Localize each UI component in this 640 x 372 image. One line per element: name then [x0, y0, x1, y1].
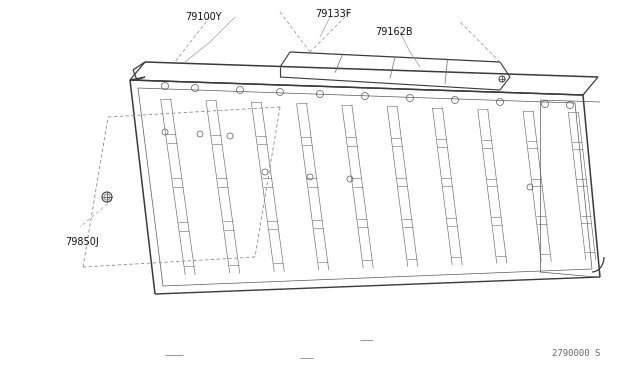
Text: 79133F: 79133F	[315, 9, 351, 19]
Text: 79162B: 79162B	[375, 27, 413, 37]
Text: 79850J: 79850J	[65, 237, 99, 247]
Text: 79100Y: 79100Y	[185, 12, 221, 22]
Text: 2790000 S: 2790000 S	[552, 350, 600, 359]
